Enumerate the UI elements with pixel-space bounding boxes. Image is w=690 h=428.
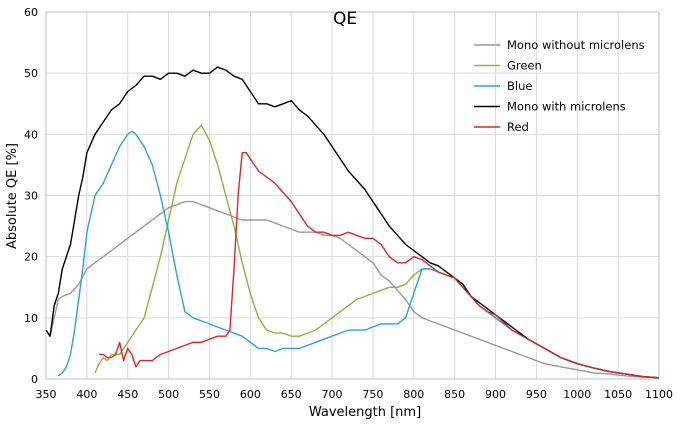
x-tick-label: 550 <box>199 388 220 401</box>
x-tick-label: 1000 <box>563 388 591 401</box>
plot-frame <box>45 11 660 380</box>
y-tick-label: 30 <box>24 190 38 203</box>
x-axis-title: Wavelength [nm] <box>309 405 421 420</box>
x-tick-label: 400 <box>76 388 97 401</box>
legend-label-red: Red <box>507 120 529 134</box>
x-tick-label: 350 <box>36 388 57 401</box>
y-tick-label: 40 <box>24 128 38 141</box>
x-tick-label: 450 <box>117 388 138 401</box>
x-tick-label: 950 <box>526 388 547 401</box>
series-line-green <box>94 124 660 379</box>
legend: Mono without microlens Green Blue Mono with… <box>474 38 645 134</box>
x-tick-label: 650 <box>281 388 302 401</box>
y-tick-label: 60 <box>24 6 38 19</box>
chart-title: QE <box>333 9 357 29</box>
series-line-mono-with-microlens <box>45 66 660 379</box>
y-tick-label: 10 <box>24 312 38 325</box>
legend-label-green: Green <box>507 59 542 73</box>
x-tick-label: 500 <box>158 388 179 401</box>
x-tick-label: 850 <box>444 388 465 401</box>
x-tick-label: 1050 <box>604 388 632 401</box>
series-line-blue <box>57 130 660 379</box>
x-tick-label: 900 <box>485 388 506 401</box>
series-lines <box>45 66 660 379</box>
x-tick-label: 750 <box>362 388 383 401</box>
y-tick-label: 0 <box>31 373 38 386</box>
legend-label-blue: Blue <box>507 79 532 93</box>
series-line-mono-without-microlens <box>45 200 660 379</box>
x-tick-label: 600 <box>240 388 261 401</box>
y-tick-label: 20 <box>24 251 38 264</box>
x-tick-label: 1100 <box>645 388 673 401</box>
grid <box>45 11 660 380</box>
x-tick-label: 800 <box>403 388 424 401</box>
y-axis-title: Absolute QE [%] <box>5 143 20 249</box>
series-line-red <box>99 151 660 379</box>
y-tick-label: 50 <box>24 67 38 80</box>
x-tick-label: 700 <box>322 388 343 401</box>
legend-label-mono-with-microlens: Mono with microlens <box>507 100 626 114</box>
legend-label-mono-without-microlens: Mono without microlens <box>507 38 645 52</box>
axes: 350 400 450 500 550 600 650 700 750 800 850 900 950 1… <box>24 6 673 401</box>
